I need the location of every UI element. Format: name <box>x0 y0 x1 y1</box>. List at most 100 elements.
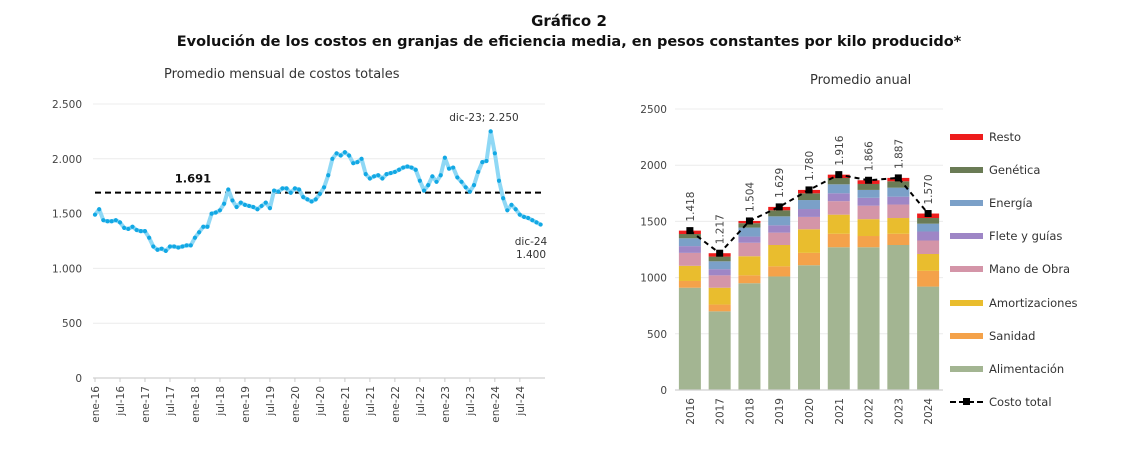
monthly-cost-point <box>292 186 298 191</box>
monthly-cost-point <box>417 178 422 183</box>
bar-segment-alimentaci-n <box>678 287 701 390</box>
bar-segment-amortizaciones <box>827 214 850 234</box>
monthly-cost-point <box>538 222 543 227</box>
left-x-tick-label: jul-21 <box>365 386 377 417</box>
bar-segment-flete-y-gu-as <box>917 231 940 241</box>
legend-swatch <box>950 133 983 140</box>
bar-segment-gen-tica <box>708 256 731 262</box>
total-cost-label: 1.780 <box>804 151 816 181</box>
right-x-tick-label: 2024 <box>923 398 935 425</box>
bar-segment-energ-a <box>857 189 880 198</box>
legend-label: Flete y guías <box>989 229 1063 244</box>
monthly-cost-point <box>413 167 418 172</box>
monthly-cost-point <box>430 174 435 179</box>
legend-label: Sanidad <box>989 328 1036 343</box>
bar-segment-energ-a <box>887 187 910 197</box>
right-y-tick-label: 1500 <box>640 216 667 228</box>
peak-annotation: dic-23; 2.250 <box>449 112 518 124</box>
monthly-cost-point <box>359 156 364 161</box>
left-y-tick-label: 2.000 <box>52 154 82 166</box>
legend-label: Amortizaciones <box>989 295 1078 310</box>
monthly-cost-point <box>367 176 372 181</box>
monthly-cost-point <box>305 197 310 202</box>
monthly-cost-point <box>222 201 227 206</box>
left-y-tick-label: 2.500 <box>52 99 82 111</box>
legend-dashed-line-marker <box>950 397 983 407</box>
monthly-cost-point <box>226 187 231 192</box>
monthly-cost-point <box>446 166 452 171</box>
left-x-tick-label: jul-24 <box>515 386 527 417</box>
monthly-cost-point <box>313 197 318 202</box>
bar-segment-amortizaciones <box>798 229 820 253</box>
monthly-cost-point <box>101 218 106 223</box>
monthly-cost-point <box>113 218 118 223</box>
monthly-cost-point <box>138 229 143 234</box>
legend-item: Flete y guías <box>950 220 1078 253</box>
monthly-cost-point <box>392 169 397 175</box>
bar-segment-alimentaci-n <box>827 247 850 390</box>
bar-segment-flete-y-gu-as <box>708 269 731 276</box>
monthly-cost-point <box>280 186 285 191</box>
monthly-cost-point <box>342 150 347 155</box>
left-x-tick-label: ene-20 <box>290 386 302 423</box>
legend-swatch <box>950 166 983 173</box>
right-y-tick-label: 1000 <box>640 273 667 285</box>
monthly-cost-point <box>396 167 402 172</box>
bar-segment-alimentaci-n <box>887 245 910 390</box>
left-x-tick-label: jul-22 <box>415 386 427 417</box>
monthly-cost-point <box>496 178 502 183</box>
monthly-cost-point <box>180 244 185 249</box>
legend-item: Energía <box>950 186 1078 219</box>
monthly-cost-point <box>167 244 173 249</box>
bar-segment-mano-de-obra <box>678 252 701 266</box>
monthly-cost-point <box>209 211 214 216</box>
monthly-cost-point <box>317 191 323 196</box>
legend-label: Alimentación <box>989 361 1065 376</box>
legend-swatch <box>950 233 983 240</box>
legend-swatch <box>950 332 983 339</box>
bar-segment-sanidad <box>708 304 731 312</box>
bar-segment-flete-y-gu-as <box>887 196 910 205</box>
monthly-cost-point <box>234 204 239 210</box>
monthly-cost-point <box>476 169 481 175</box>
monthly-cost-point <box>284 186 289 191</box>
legend-label: Genética <box>989 162 1041 177</box>
monthly-cost-point <box>484 158 489 164</box>
right-chart-title: Promedio anual <box>810 73 912 88</box>
left-y-tick-label: 500 <box>62 318 82 330</box>
total-cost-label: 1.570 <box>923 174 935 204</box>
monthly-cost-point <box>492 151 497 156</box>
left-x-tick-label: jul-18 <box>215 386 227 417</box>
chart-figure-title: Gráfico 2 <box>531 12 607 30</box>
monthly-cost-point <box>271 188 277 193</box>
legend-item: Mano de Obra <box>950 253 1078 286</box>
left-x-tick-label: jul-23 <box>465 386 477 417</box>
monthly-cost-point <box>376 173 381 178</box>
monthly-cost-point <box>192 235 198 240</box>
bar-segment-gen-tica <box>768 210 791 217</box>
total-cost-label: 1.887 <box>893 139 905 169</box>
left-x-tick-label: jul-19 <box>265 386 277 417</box>
monthly-cost-point <box>505 208 510 213</box>
monthly-cost-point <box>92 212 98 217</box>
monthly-cost-point <box>172 244 177 249</box>
bar-segment-flete-y-gu-as <box>678 246 701 253</box>
bar-segment-sanidad <box>887 233 910 246</box>
bar-segment-mano-de-obra <box>887 204 910 219</box>
monthly-cost-point <box>263 200 268 205</box>
monthly-cost-point <box>380 176 385 181</box>
monthly-cost-point <box>442 155 447 160</box>
bar-segment-sanidad <box>857 236 880 248</box>
monthly-cost-point <box>371 174 377 179</box>
left-x-tick-label: ene-24 <box>490 386 502 423</box>
bar-segment-sanidad <box>678 280 701 288</box>
total-cost-marker <box>745 217 753 225</box>
monthly-cost-point <box>251 204 256 210</box>
right-y-tick-label: 2000 <box>640 160 667 172</box>
bar-segment-flete-y-gu-as <box>857 197 880 206</box>
total-cost-label: 1.504 <box>744 182 756 212</box>
bar-chart-legend: Resto Genética Energía Flete y guías Mano de… <box>950 120 1078 419</box>
monthly-cost-point <box>488 129 493 134</box>
monthly-cost-point <box>296 187 302 192</box>
monthly-cost-point <box>242 202 248 207</box>
